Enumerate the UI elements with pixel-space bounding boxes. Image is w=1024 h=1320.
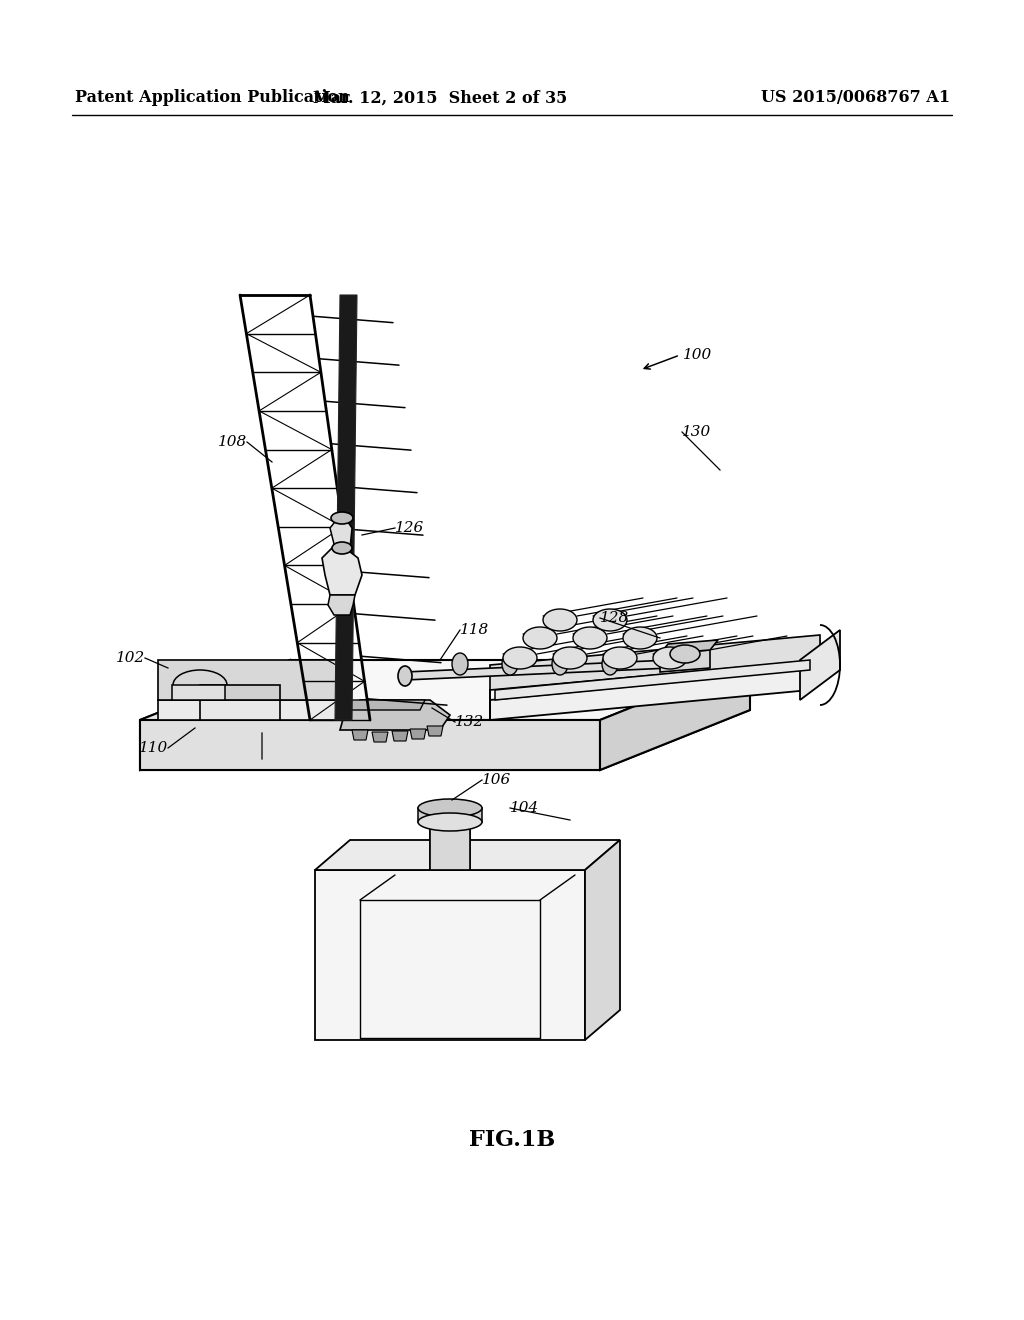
Polygon shape — [490, 635, 820, 719]
Polygon shape — [800, 630, 840, 700]
Polygon shape — [322, 548, 362, 595]
Polygon shape — [495, 660, 810, 700]
Ellipse shape — [331, 512, 353, 524]
Ellipse shape — [603, 647, 637, 669]
Polygon shape — [158, 700, 340, 719]
Ellipse shape — [552, 653, 568, 675]
Ellipse shape — [593, 609, 627, 631]
Polygon shape — [660, 640, 718, 653]
Polygon shape — [200, 700, 280, 719]
Polygon shape — [315, 840, 620, 870]
Text: 108: 108 — [218, 436, 247, 449]
Polygon shape — [585, 840, 620, 1040]
Ellipse shape — [670, 645, 700, 663]
Polygon shape — [427, 726, 443, 737]
Text: 128: 128 — [600, 611, 630, 624]
Polygon shape — [430, 820, 470, 870]
Polygon shape — [140, 660, 750, 719]
Ellipse shape — [430, 814, 470, 826]
Ellipse shape — [653, 647, 687, 669]
Ellipse shape — [452, 653, 468, 675]
Text: 126: 126 — [395, 521, 424, 535]
Text: Mar. 12, 2015  Sheet 2 of 35: Mar. 12, 2015 Sheet 2 of 35 — [313, 90, 567, 107]
Polygon shape — [345, 700, 425, 710]
Polygon shape — [600, 660, 750, 770]
Ellipse shape — [602, 653, 618, 675]
Polygon shape — [140, 660, 290, 770]
Ellipse shape — [573, 627, 607, 649]
Polygon shape — [172, 685, 225, 700]
Polygon shape — [490, 640, 820, 719]
Text: 104: 104 — [510, 801, 540, 814]
Text: 132: 132 — [455, 715, 484, 729]
Text: Patent Application Publication: Patent Application Publication — [75, 90, 350, 107]
Polygon shape — [352, 730, 368, 741]
Text: US 2015/0068767 A1: US 2015/0068767 A1 — [761, 90, 950, 107]
Polygon shape — [200, 685, 280, 700]
Text: 118: 118 — [460, 623, 489, 638]
Text: FIG.1B: FIG.1B — [469, 1129, 555, 1151]
Polygon shape — [140, 719, 600, 770]
Text: 130: 130 — [682, 425, 712, 440]
Ellipse shape — [398, 667, 412, 686]
Polygon shape — [392, 731, 408, 741]
Polygon shape — [315, 870, 585, 1040]
Ellipse shape — [418, 799, 482, 817]
Polygon shape — [406, 660, 670, 680]
Text: 100: 100 — [683, 348, 713, 362]
Text: 110: 110 — [138, 741, 168, 755]
Polygon shape — [372, 733, 388, 742]
Ellipse shape — [503, 647, 537, 669]
Text: 124: 124 — [232, 755, 261, 770]
Ellipse shape — [502, 653, 518, 675]
Text: 102: 102 — [116, 651, 145, 665]
Polygon shape — [410, 729, 426, 739]
Ellipse shape — [523, 627, 557, 649]
Polygon shape — [158, 660, 340, 700]
Polygon shape — [418, 808, 482, 822]
Polygon shape — [340, 700, 450, 730]
Ellipse shape — [543, 609, 577, 631]
Text: 106: 106 — [482, 774, 511, 787]
Polygon shape — [328, 595, 355, 615]
Polygon shape — [660, 649, 710, 672]
Ellipse shape — [418, 813, 482, 832]
Ellipse shape — [553, 647, 587, 669]
Polygon shape — [335, 294, 357, 719]
Ellipse shape — [429, 803, 471, 818]
Ellipse shape — [332, 543, 352, 554]
Ellipse shape — [623, 627, 657, 649]
Polygon shape — [330, 517, 352, 548]
